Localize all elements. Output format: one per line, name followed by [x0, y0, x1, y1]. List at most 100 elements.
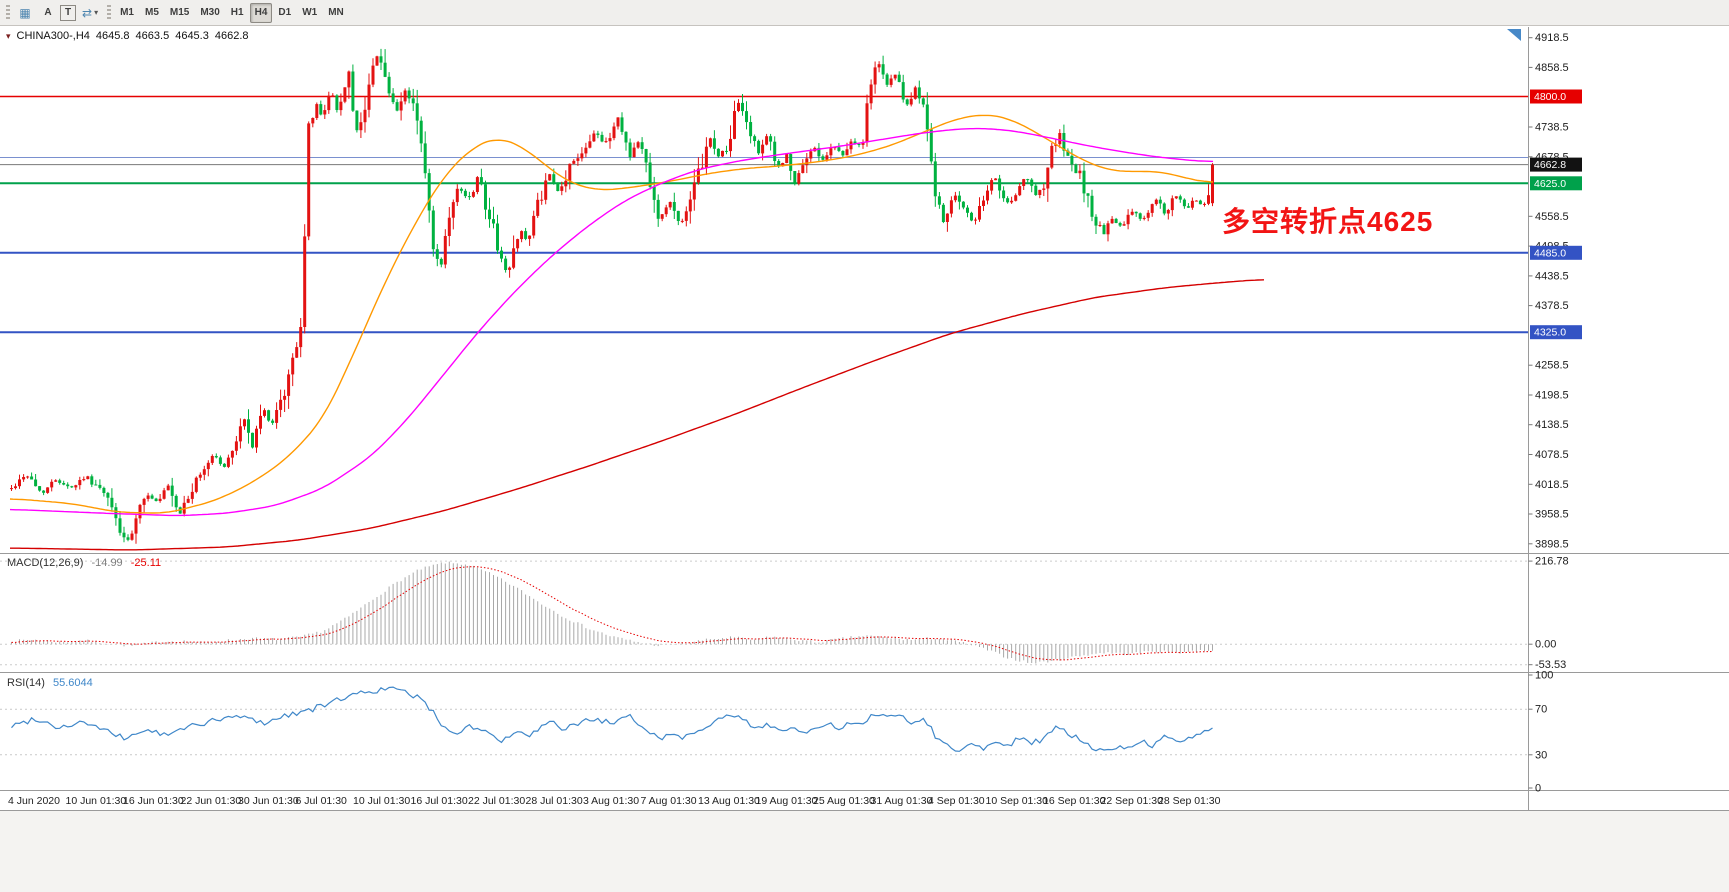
x-axis-label: 10 Jun 01:30	[66, 795, 127, 807]
bottom-strip	[0, 811, 1729, 892]
toolbar: ▦ A T ⇄ ▾ M1 M5 M15 M30 H1 H4 D1 W1 MN	[0, 0, 1729, 26]
x-axis-label: 22 Jul 01:30	[468, 795, 525, 807]
price-tag-4662.8	[1530, 157, 1582, 172]
x-axis-label: 22 Jun 01:30	[181, 795, 242, 807]
tf-button-M5[interactable]: M5	[140, 3, 164, 23]
y-axis-label: 4378.5	[1535, 300, 1569, 312]
y-axis-label: 4918.5	[1535, 32, 1569, 44]
x-axis-label: 6 Jul 01:30	[296, 795, 348, 807]
y-axis-label: 4558.5	[1535, 211, 1569, 223]
x-axis-label: 10 Sep 01:30	[986, 795, 1049, 807]
tool-group: ▦ A T ⇄ ▾	[14, 3, 103, 23]
y-axis-label: 4738.5	[1535, 122, 1569, 134]
y-axis-label: 4138.5	[1535, 419, 1569, 431]
macd-axis-label: 216.78	[1535, 556, 1569, 568]
tf-button-M1[interactable]: M1	[115, 3, 139, 23]
price-tag-4325.0	[1530, 325, 1582, 340]
tf-button-D1[interactable]: D1	[273, 3, 296, 23]
x-axis-label: 3 Aug 01:30	[583, 795, 639, 807]
ma-mid-line	[9, 127, 1214, 517]
ohlc-high: 4663.5	[135, 30, 170, 42]
x-axis-label: 28 Sep 01:30	[1158, 795, 1221, 807]
y-axis-label: 4078.5	[1535, 449, 1569, 461]
macd-label: MACD(12,26,9) -14.99 -25.11	[7, 557, 166, 569]
chart-background	[0, 26, 1729, 811]
x-axis-label: 13 Aug 01:30	[698, 795, 760, 807]
toolbar-grip-2[interactable]	[107, 4, 112, 21]
price-tag-value: 4662.8	[1534, 159, 1566, 171]
x-axis-label: 4 Jun 2020	[8, 795, 60, 807]
price-tag-value: 4800.0	[1534, 91, 1566, 103]
x-axis-label: 16 Jun 01:30	[123, 795, 184, 807]
tf-button-H1[interactable]: H1	[226, 3, 249, 23]
tool-chart-grid-button[interactable]: ▦	[14, 3, 36, 23]
price-tag-4800.0	[1530, 89, 1582, 104]
price-tag-value: 4625.0	[1534, 178, 1566, 190]
chart-dropdown-icon[interactable]: ▾	[6, 30, 11, 41]
rsi-label: RSI(14) 55.6044	[7, 677, 98, 689]
macd-signal-line	[11, 566, 1213, 661]
chart-grid-icon: ▦	[19, 5, 31, 20]
tf-button-H4[interactable]: H4	[249, 2, 273, 23]
price-tag-value: 4485.0	[1534, 247, 1566, 259]
macd-value-main: -14.99	[91, 557, 123, 569]
ohlc-close: 4662.8	[214, 30, 249, 42]
tool-arrows-button[interactable]: ⇄ ▾	[77, 3, 103, 23]
annotation-text: 多空转折点4625	[1222, 206, 1434, 237]
y-axis-label: 4018.5	[1535, 479, 1569, 491]
x-axis-label: 25 Aug 01:30	[813, 795, 875, 807]
price-tag-4625.0	[1530, 176, 1582, 191]
macd-axis-label: -53.53	[1535, 659, 1566, 671]
candles-layer	[10, 48, 1214, 544]
y-axis-label: 4198.5	[1535, 390, 1569, 402]
caret-down-icon: ▾	[94, 8, 99, 17]
tf-button-M15[interactable]: M15	[165, 3, 194, 23]
y-axis	[1528, 37, 1533, 545]
tf-button-M30[interactable]: M30	[195, 3, 224, 23]
x-axis-label: 4 Sep 01:30	[928, 795, 985, 807]
price-tag-4485.0	[1530, 245, 1582, 260]
chart-title: ▾ CHINA300-,H4 4645.8 4663.5 4645.3 4662…	[6, 30, 249, 42]
x-axis-label: 28 Jul 01:30	[526, 795, 583, 807]
ohlc-open: 4645.8	[95, 30, 130, 42]
timeframe-group: M1 M5 M15 M30 H1 H4 D1 W1 MN	[115, 2, 349, 23]
tf-button-MN[interactable]: MN	[323, 3, 349, 23]
x-axis-label: 16 Jul 01:30	[411, 795, 468, 807]
x-axis-label: 16 Sep 01:30	[1043, 795, 1106, 807]
ohlc-low: 4645.3	[175, 30, 209, 42]
y-axis-label: 4858.5	[1535, 62, 1569, 74]
arrows-icon: ⇄	[82, 5, 93, 20]
tool-text-t-button[interactable]: T	[60, 4, 76, 21]
rsi-axis-label: 100	[1535, 670, 1553, 682]
rsi-axis-label: 0	[1535, 783, 1541, 795]
rsi-axis-label: 30	[1535, 749, 1547, 761]
y-axis-label: 3898.5	[1535, 538, 1569, 550]
tool-text-a-button[interactable]: A	[37, 3, 59, 23]
x-axis-label: 19 Aug 01:30	[756, 795, 818, 807]
chart-shift-icon[interactable]	[1507, 29, 1521, 41]
x-axis-label: 30 Jun 01:30	[238, 795, 299, 807]
rsi-value: 55.6044	[52, 677, 93, 689]
macd-axis-label: 0.00	[1535, 639, 1556, 651]
x-axis-label: 31 Aug 01:30	[871, 795, 933, 807]
price-tag-value: 4325.0	[1534, 327, 1566, 339]
y-axis-label: 3958.5	[1535, 509, 1569, 521]
x-axis-label: 7 Aug 01:30	[641, 795, 697, 807]
toolbar-grip[interactable]	[6, 4, 10, 21]
macd-value-signal: -25.11	[130, 557, 162, 569]
x-axis-label: 10 Jul 01:30	[353, 795, 410, 807]
rsi-line	[11, 686, 1213, 752]
rsi-axis-label: 70	[1535, 704, 1547, 716]
tf-button-W1[interactable]: W1	[297, 3, 322, 23]
chart-symbol-period: CHINA300-,H4	[16, 30, 90, 42]
x-axis-label: 22 Sep 01:30	[1101, 795, 1164, 807]
macd-name: MACD(12,26,9)	[7, 557, 84, 569]
rsi-name: RSI(14)	[7, 677, 45, 689]
ma-slow-line	[10, 279, 1265, 551]
y-axis-label: 4258.5	[1535, 360, 1569, 372]
price-tags: 4800.0 4662.8 4625.0 4485.0 4325.0	[1530, 89, 1582, 340]
ma-fast-line	[9, 114, 1214, 514]
